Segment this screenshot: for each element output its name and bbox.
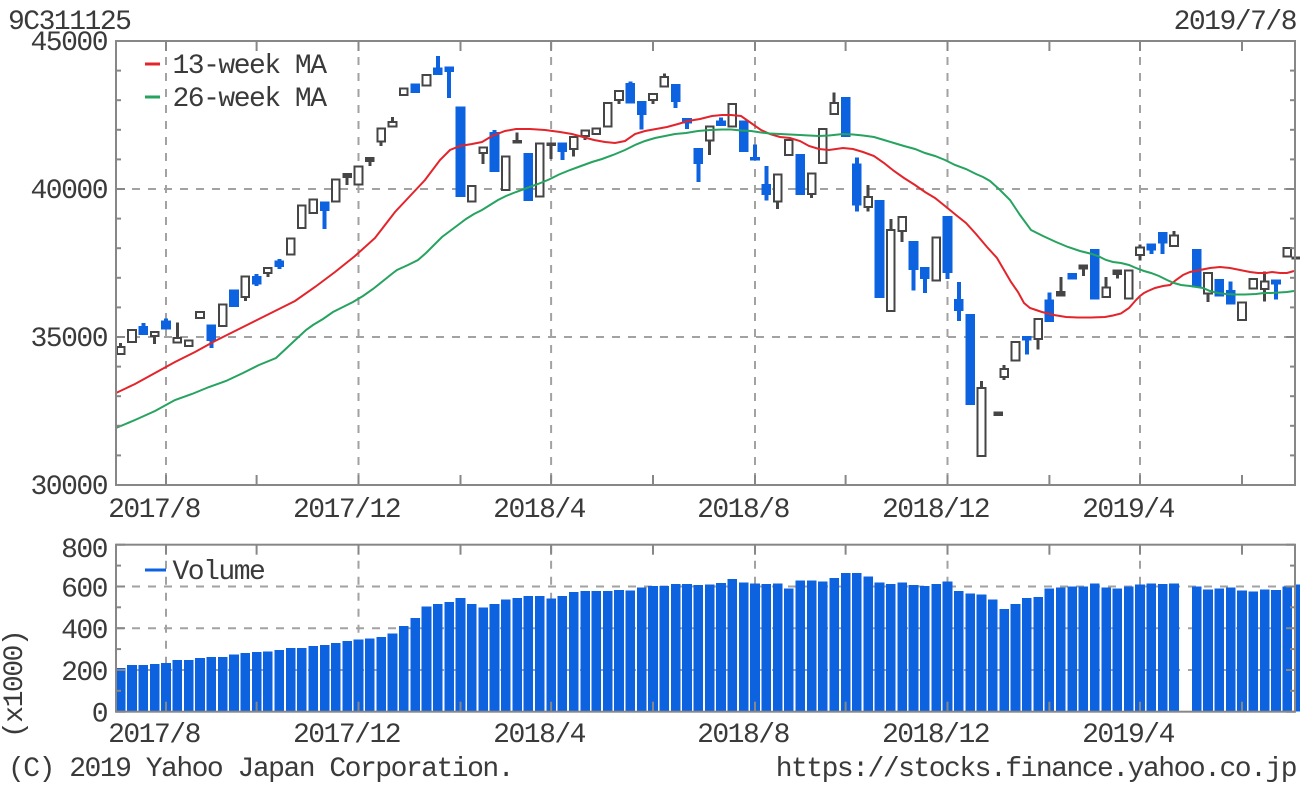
svg-text:https://stocks.finance.yahoo.c: https://stocks.finance.yahoo.co.jp [776,754,1296,785]
svg-text:45000: 45000 [30,28,107,59]
svg-text:2017/12: 2017/12 [293,720,400,751]
svg-text:2018/4: 2018/4 [493,495,586,526]
svg-text:2019/7/8: 2019/7/8 [1174,7,1296,38]
svg-text:Volume: Volume [173,557,265,588]
svg-text:2017/8: 2017/8 [108,720,200,751]
svg-text:0: 0 [92,700,108,731]
svg-text:2018/4: 2018/4 [493,720,586,751]
svg-text:(x1000): (x1000) [0,631,31,738]
svg-text:800: 800 [61,535,108,566]
svg-text:2018/8: 2018/8 [697,495,789,526]
svg-text:200: 200 [61,658,108,689]
svg-text:2018/8: 2018/8 [697,720,789,751]
svg-text:600: 600 [61,575,108,606]
svg-text:35000: 35000 [30,324,107,355]
svg-text:9C311125: 9C311125 [8,7,131,38]
svg-text:2017/12: 2017/12 [293,495,400,526]
svg-text:30000: 30000 [30,472,107,503]
svg-text:2018/12: 2018/12 [882,495,989,526]
svg-text:2018/12: 2018/12 [882,720,989,751]
svg-text:400: 400 [61,616,108,647]
svg-text:2017/8: 2017/8 [108,495,200,526]
svg-text:(C) 2019 Yahoo Japan Corporati: (C) 2019 Yahoo Japan Corporation. [8,754,513,785]
svg-text:2019/4: 2019/4 [1082,720,1175,751]
svg-text:26-week MA: 26-week MA [173,84,328,115]
svg-text:2019/4: 2019/4 [1082,495,1175,526]
svg-text:40000: 40000 [30,176,107,207]
svg-text:13-week MA: 13-week MA [173,51,328,82]
